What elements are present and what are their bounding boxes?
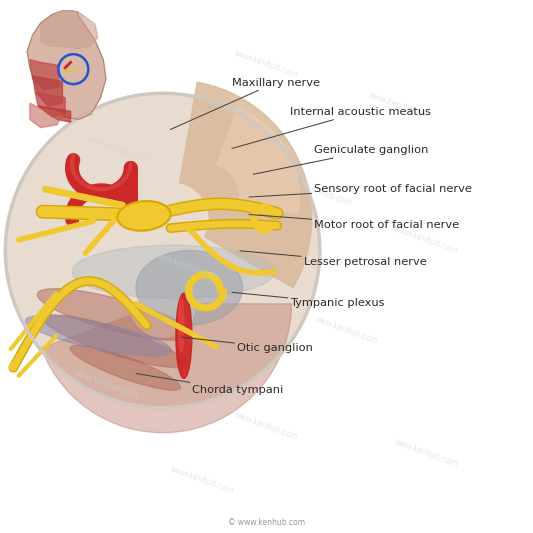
- Wedge shape: [180, 82, 312, 288]
- Text: www.kenhub.com: www.kenhub.com: [287, 176, 353, 208]
- Text: www.kenhub.com: www.kenhub.com: [393, 437, 459, 469]
- Polygon shape: [30, 103, 62, 127]
- Text: Geniculate ganglion: Geniculate ganglion: [253, 146, 429, 174]
- Text: www.kenhub.com: www.kenhub.com: [233, 48, 300, 80]
- Ellipse shape: [176, 293, 192, 378]
- Ellipse shape: [70, 345, 181, 390]
- Text: www.kenhub.com: www.kenhub.com: [367, 91, 433, 123]
- Text: Maxillary nerve: Maxillary nerve: [171, 78, 320, 130]
- Polygon shape: [27, 11, 106, 119]
- Text: Internal acoustic meatus: Internal acoustic meatus: [232, 107, 432, 149]
- Text: www.kenhub.com: www.kenhub.com: [84, 133, 150, 165]
- Text: Tympanic plexus: Tympanic plexus: [232, 293, 385, 308]
- Text: Chorda tympani: Chorda tympani: [136, 374, 283, 395]
- Text: Sensory root of facial nerve: Sensory root of facial nerve: [249, 184, 472, 197]
- Wedge shape: [42, 304, 292, 433]
- Polygon shape: [38, 106, 71, 122]
- Ellipse shape: [117, 201, 171, 231]
- Text: www.kenhub.com: www.kenhub.com: [313, 314, 379, 346]
- Ellipse shape: [37, 289, 192, 340]
- Polygon shape: [41, 11, 98, 49]
- Ellipse shape: [44, 315, 185, 367]
- Ellipse shape: [72, 245, 274, 298]
- Text: www.kenhub.com: www.kenhub.com: [233, 410, 300, 442]
- Text: © www.kenhub.com: © www.kenhub.com: [228, 518, 305, 527]
- Wedge shape: [217, 109, 300, 214]
- Ellipse shape: [136, 251, 243, 325]
- Polygon shape: [33, 76, 62, 106]
- Text: Lesser petrosal nerve: Lesser petrosal nerve: [240, 251, 426, 267]
- Circle shape: [5, 93, 320, 408]
- Ellipse shape: [179, 298, 184, 352]
- Text: www.kenhub.com: www.kenhub.com: [393, 224, 459, 256]
- Text: www.kenhub.com: www.kenhub.com: [154, 251, 220, 282]
- Polygon shape: [35, 92, 65, 117]
- Text: www.kenhub.com: www.kenhub.com: [74, 368, 140, 400]
- Polygon shape: [30, 60, 60, 90]
- Text: www.kenhub.com: www.kenhub.com: [169, 464, 236, 496]
- Text: KEN: KEN: [472, 498, 495, 508]
- Ellipse shape: [26, 316, 172, 356]
- Text: Otic ganglion: Otic ganglion: [181, 337, 313, 352]
- Text: HUB: HUB: [471, 514, 496, 523]
- Text: Motor root of facial nerve: Motor root of facial nerve: [249, 214, 459, 230]
